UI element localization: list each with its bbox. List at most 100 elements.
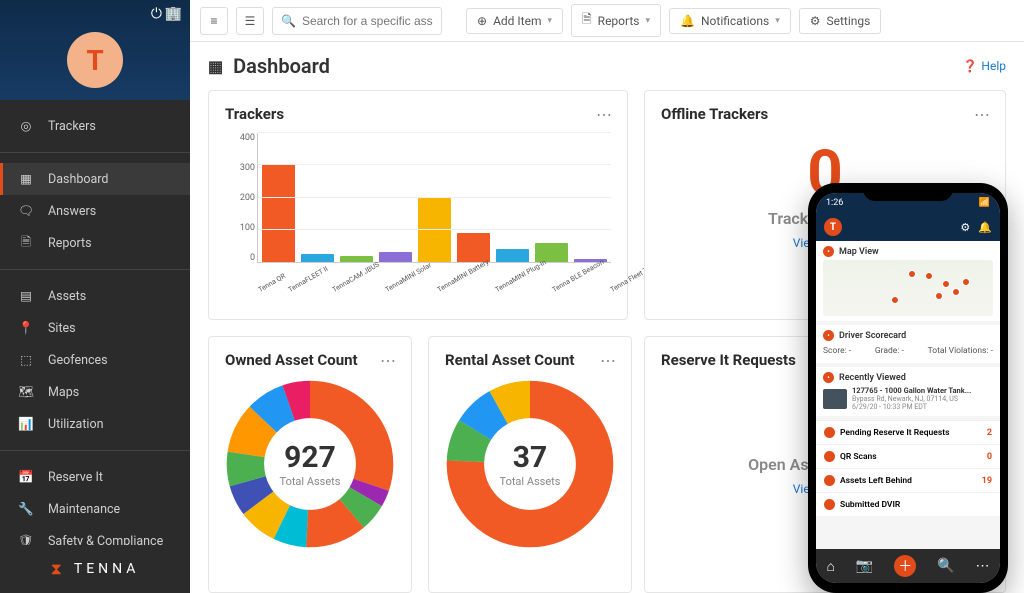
- phone-map[interactable]: [823, 260, 993, 316]
- sidebar-item-reserve-it[interactable]: 📅Reserve It: [0, 461, 190, 493]
- building-icon[interactable]: 🏢: [165, 6, 182, 22]
- rental-card: Rental Asset Count ⋯ 37 Total Assets: [428, 336, 632, 593]
- phone-list-row[interactable]: Submitted DVIR: [816, 492, 1000, 516]
- bar[interactable]: [379, 252, 412, 262]
- donut-center: 927 Total Assets: [225, 379, 395, 549]
- home-icon[interactable]: ⌂: [826, 558, 834, 575]
- phone-list-row[interactable]: QR Scans0: [816, 444, 1000, 468]
- plus-icon: ⊕: [477, 14, 487, 28]
- phone-list-row[interactable]: Pending Reserve It Requests2: [816, 420, 1000, 444]
- search-box[interactable]: 🔍: [272, 7, 442, 35]
- phone-list-row[interactable]: Assets Left Behind19: [816, 468, 1000, 492]
- sidebar-item-maps[interactable]: 🗺Maps: [0, 376, 190, 408]
- sidebar-item-sites[interactable]: 📍Sites: [0, 312, 190, 344]
- grid-icon: ▦: [18, 171, 34, 187]
- rental-total: 37: [513, 440, 547, 475]
- phone-recent-section: •Recently Viewed 127765 - 1000 Gallon Wa…: [816, 367, 1000, 416]
- map-icon: 🗺: [18, 384, 34, 400]
- card-more-icon[interactable]: ⋯: [596, 105, 613, 124]
- notifications-button[interactable]: 🔔 Notifications ▾: [669, 8, 791, 34]
- dashboard-icon: ▦: [208, 57, 223, 76]
- sidebar-item-geofences[interactable]: ⬚Geofences: [0, 344, 190, 376]
- notifications-label: Notifications: [701, 14, 769, 28]
- card-more-icon[interactable]: ⋯: [974, 105, 991, 124]
- signal-icon: 📶: [979, 198, 990, 208]
- sidebar-item-utilization[interactable]: 📊Utilization: [0, 408, 190, 440]
- filter-icon[interactable]: ☰: [236, 7, 264, 35]
- recent-title: Recently Viewed: [839, 373, 906, 383]
- sliders-icon[interactable]: ⚙: [960, 221, 970, 234]
- bar[interactable]: [418, 198, 451, 263]
- title-row: ▦ Dashboard ❓ Help: [190, 42, 1024, 90]
- bell-icon: 🔔: [680, 14, 695, 28]
- phone-map-section: • Map View: [816, 241, 1000, 321]
- doc-icon: 🗎: [582, 10, 592, 31]
- bar[interactable]: [301, 254, 334, 262]
- sidebar-item-answers[interactable]: 🗨Answers: [0, 195, 190, 227]
- card-more-icon[interactable]: ⋯: [380, 351, 397, 370]
- power-icon[interactable]: ⏻: [151, 6, 162, 22]
- viol-lbl: Total Violations:: [928, 346, 989, 356]
- search-input[interactable]: [302, 14, 433, 28]
- sidebar-item-trackers[interactable]: ◎Trackers: [0, 110, 190, 142]
- more-icon[interactable]: ⋯: [975, 558, 989, 574]
- grade-val: -: [902, 346, 904, 356]
- menu-icon[interactable]: ≡: [200, 7, 228, 35]
- sidebar-item-dashboard[interactable]: ▦Dashboard: [0, 163, 190, 195]
- sidebar-item-label: Answers: [48, 204, 96, 219]
- bar[interactable]: [262, 164, 295, 262]
- sidebar-item-reports[interactable]: 🗎Reports: [0, 227, 190, 259]
- chart-plot: [257, 133, 611, 263]
- score-lbl: Score:: [823, 346, 847, 356]
- viol-val: -: [991, 346, 993, 356]
- search-icon: 🔍: [281, 14, 296, 28]
- settings-button[interactable]: ⚙ Settings: [799, 8, 882, 34]
- sidebar-item-label: Sites: [48, 321, 76, 336]
- rental-total-label: Total Assets: [500, 475, 561, 488]
- avatar[interactable]: T: [67, 32, 123, 88]
- trackers-title: Trackers: [225, 105, 611, 123]
- sidebar-item-label: Assets: [48, 289, 86, 304]
- add-item-button[interactable]: ⊕ Add Item ▾: [466, 8, 563, 34]
- owned-total: 927: [284, 440, 336, 475]
- sidebar-item-label: Trackers: [48, 119, 96, 134]
- calendar-icon: 📅: [18, 469, 34, 485]
- search-icon[interactable]: 🔍: [937, 558, 954, 574]
- toolbar: ≡ ☰ 🔍 ⊕ Add Item ▾ 🗎 Reports ▾ 🔔 Notific…: [190, 0, 1024, 42]
- add-icon[interactable]: ＋: [894, 555, 916, 577]
- recent-item-title: 127765 - 1000 Gallon Water Tank...: [852, 386, 971, 395]
- recent-item[interactable]: 127765 - 1000 Gallon Water Tank... Bypas…: [823, 386, 993, 411]
- x-label: TennaFLEET II: [287, 265, 335, 304]
- donut-center: 37 Total Assets: [445, 379, 615, 549]
- sidebar-item-maintenance[interactable]: 🔧Maintenance: [0, 493, 190, 525]
- donut-row: Owned Asset Count ⋯ 927 Total Assets Ren…: [208, 336, 628, 593]
- recent-item-sub: Bypass Rd, Newark, NJ, 07114, US: [852, 395, 971, 403]
- help-link[interactable]: ❓ Help: [962, 59, 1006, 73]
- sidebar-item-safety-compliance[interactable]: 🛡Safety & Compliance: [0, 525, 190, 545]
- camera-icon[interactable]: 📷: [856, 558, 873, 574]
- rental-donut: 37 Total Assets: [445, 379, 615, 549]
- sidebar: ⏻ 🏢 T ◎Trackers ▦Dashboard🗨Answers🗎Report…: [0, 0, 190, 593]
- phone-screen: 1:26 📶 T ⚙ 🔔 •Map View: [816, 193, 1000, 583]
- map-title: Map View: [839, 247, 879, 257]
- offline-title: Offline Trackers: [661, 105, 989, 123]
- phone-mockup: 1:26 📶 T ⚙ 🔔 •Map View: [808, 183, 1008, 593]
- gear-icon: ⚙: [810, 14, 821, 28]
- reports-button[interactable]: 🗎 Reports ▾: [571, 4, 661, 37]
- bell-icon[interactable]: 🔔: [978, 221, 992, 234]
- bar[interactable]: [340, 256, 373, 262]
- brand: ⧗ TENNA: [0, 545, 190, 593]
- sidebar-header: ⏻ 🏢 T: [0, 0, 190, 100]
- owned-card: Owned Asset Count ⋯ 927 Total Assets: [208, 336, 412, 593]
- dot-icon: •: [823, 246, 834, 257]
- page-title-text: Dashboard: [233, 54, 330, 78]
- sidebar-item-assets[interactable]: ▤Assets: [0, 280, 190, 312]
- x-label: TennaMINI Plug-In: [494, 258, 554, 304]
- phone-body: •Map View •Driver Scorecard Score: - Gra…: [816, 241, 1000, 549]
- bar[interactable]: [496, 249, 529, 262]
- bars: [258, 133, 611, 262]
- settings-label: Settings: [827, 14, 871, 28]
- score-val: -: [849, 346, 851, 356]
- card-more-icon[interactable]: ⋯: [600, 351, 617, 370]
- phone-avatar[interactable]: T: [824, 218, 842, 236]
